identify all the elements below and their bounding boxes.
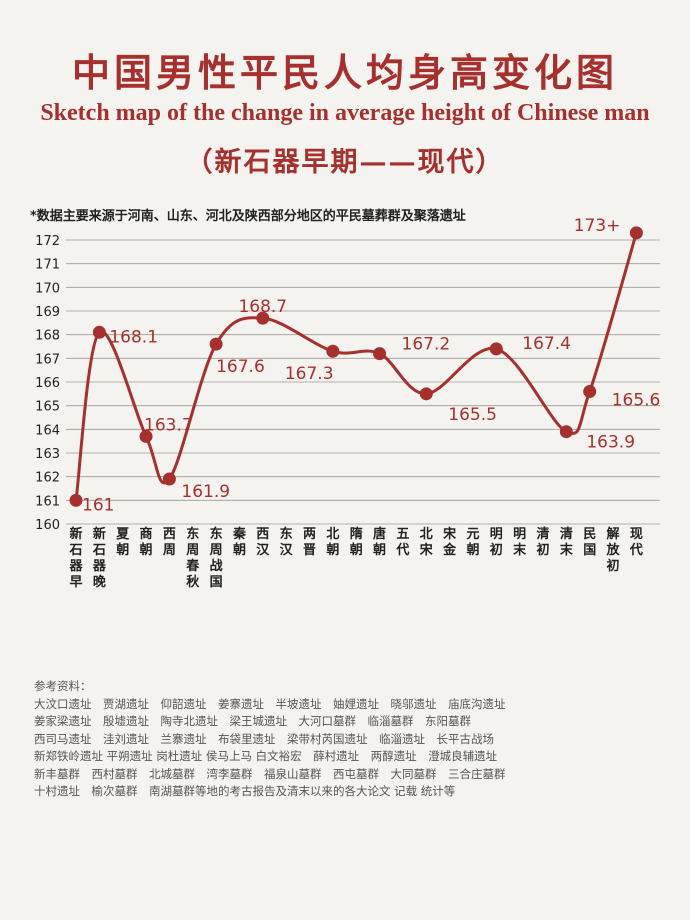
- x-tick-label: 宋金: [442, 526, 457, 558]
- x-tick-label: 隋朝: [350, 526, 363, 558]
- data-point: [373, 347, 387, 361]
- y-tick-label: 162: [35, 471, 60, 486]
- reference-line: 西司马遗址 洼刘遗址 兰寨遗址 布袋里遗址 梁带村芮国遗址 临淄遗址 长平古战场: [34, 731, 494, 746]
- reference-line: 姜家梁遗址 殷墟遗址 陶寺北遗址 梁王城遗址 大河口墓群 临淄墓群 东阳墓群: [34, 714, 471, 728]
- data-point: [139, 429, 153, 443]
- y-tick-label: 168: [35, 329, 60, 344]
- x-tick-label: 北朝: [326, 527, 339, 558]
- y-tick-label: 164: [35, 423, 60, 438]
- data-point: [92, 325, 106, 339]
- data-label: 167.3: [285, 364, 334, 384]
- x-tick-label: 东周战国: [210, 526, 223, 590]
- data-point: [209, 337, 223, 351]
- data-label: 165.6: [612, 390, 661, 410]
- data-point: [583, 384, 597, 398]
- y-tick-label: 160: [35, 518, 60, 533]
- x-tick-label: 新石器早: [68, 526, 83, 590]
- x-tick-label: 五代: [395, 527, 409, 558]
- reference-line: 十村遗址 榆次墓群 南湖墓群等地的考古报告及清末以来的各大论文 记载 统计等: [34, 784, 456, 798]
- data-label: 168.1: [109, 327, 158, 347]
- data-label: 161.9: [181, 482, 230, 502]
- data-label: 173+: [574, 216, 621, 236]
- data-point: [162, 472, 176, 486]
- y-tick-label: 163: [35, 447, 60, 462]
- height-line-chart: 160 161 162 163 164 165 166 167 168 169 170 171 172 新…: [35, 216, 661, 590]
- data-label: 165.5: [448, 405, 497, 425]
- x-tick-label: 夏朝: [115, 527, 130, 558]
- page-title: 中国男性平民人均身高变化图: [71, 50, 618, 95]
- y-tick-label: 172: [35, 234, 60, 249]
- x-tick-label: 北宋: [419, 527, 434, 558]
- y-tick-label: 166: [35, 376, 60, 391]
- data-label: 163.9: [586, 433, 635, 453]
- x-tick-label: 西汉: [256, 527, 270, 558]
- x-tick-label: 现代: [629, 527, 643, 558]
- reference-line: 新丰墓群 西村墓群 北城墓群 湾李墓群 福泉山墓群 西屯墓群 大同墓群 三合庄墓…: [34, 766, 506, 781]
- data-point: [69, 493, 83, 507]
- data-label: 163.7: [144, 415, 193, 435]
- x-tick-label: 秦朝: [232, 526, 247, 558]
- x-tick-label: 清末: [559, 526, 574, 558]
- x-tick-label: 元朝: [466, 527, 479, 558]
- x-tick-label: 东周春秋: [185, 526, 200, 590]
- subtitle: （新石器早期——现代）: [185, 147, 505, 178]
- data-label: 168.7: [238, 297, 287, 317]
- data-point: [629, 226, 643, 240]
- y-tick-label: 169: [35, 305, 60, 320]
- x-tick-label: 商朝: [140, 526, 153, 558]
- data-point: [559, 425, 573, 439]
- x-tick-label: 民国: [583, 527, 596, 558]
- x-tick-label: 西周: [163, 527, 176, 558]
- y-tick-label: 161: [35, 494, 60, 509]
- data-label: 167.6: [216, 357, 265, 377]
- y-tick-label: 165: [35, 400, 60, 415]
- y-tick-label: 170: [35, 281, 60, 296]
- x-tick-label: 新石器晚: [92, 526, 107, 590]
- x-tick-label: 唐朝: [373, 526, 386, 558]
- data-label: 167.2: [402, 335, 451, 355]
- data-point: [326, 344, 340, 358]
- x-tick-label: 东汉: [280, 526, 294, 558]
- data-label: 167.4: [522, 334, 571, 354]
- data-point: [256, 311, 270, 325]
- data-label: 161: [82, 495, 114, 515]
- x-tick-label: 解放初: [606, 526, 621, 574]
- data-source-note: *数据主要来源于河南、山东、河北及陕西部分地区的平民墓葬群及聚落遗址: [30, 209, 466, 224]
- references-heading: 参考资料：: [34, 679, 92, 693]
- x-tick-label: 清初: [536, 526, 549, 558]
- english-title: Sketch map of the change in average heig…: [40, 100, 650, 126]
- x-tick-label: 明初: [490, 527, 503, 558]
- height-series-line: [74, 232, 638, 501]
- data-point: [419, 387, 433, 401]
- x-tick-label: 明末: [512, 527, 527, 558]
- y-tick-label: 167: [35, 352, 60, 367]
- reference-line: 新郑铁岭遗址 平朔遗址 岗杜遗址 侯马上马 白文裕宏 薛村遗址 两醇遗址 澄城良…: [34, 749, 498, 763]
- data-point: [489, 342, 503, 356]
- y-tick-label: 171: [35, 258, 60, 273]
- x-tick-label: 两晋: [303, 527, 316, 558]
- reference-line: 大汶口遗址 贾湖遗址 仰韶遗址 姜寨遗址 半坡遗址 妯娌遗址 晓邬遗址 庙底沟遗…: [34, 696, 506, 711]
- references: 参考资料： 大汶口遗址 贾湖遗址 仰韶遗址 姜寨遗址 半坡遗址 妯娌遗址 晓邬遗…: [34, 678, 674, 801]
